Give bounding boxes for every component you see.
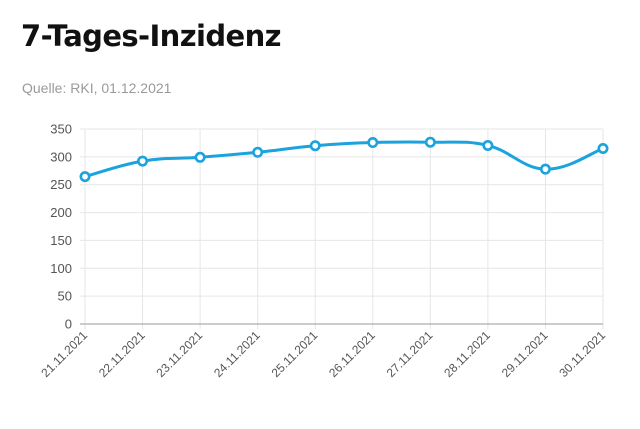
x-tick-label: 22.11.2021 [96, 328, 148, 380]
x-tick-label: 24.11.2021 [211, 328, 263, 380]
data-point[interactable] [424, 136, 436, 148]
y-tick-labels: 0 50 100 150 200 250 300 350 [50, 122, 72, 332]
data-point[interactable] [482, 139, 494, 151]
y-tick-label: 100 [50, 261, 72, 276]
data-point[interactable] [309, 140, 321, 152]
data-point[interactable] [367, 137, 379, 149]
y-tick-label: 50 [58, 289, 72, 304]
y-tick-label: 0 [65, 317, 72, 332]
data-points [79, 136, 609, 183]
data-point[interactable] [252, 146, 264, 158]
x-tick-label: 27.11.2021 [384, 328, 436, 380]
x-tick-label: 26.11.2021 [326, 328, 378, 380]
x-tick-labels: 21.11.2021 22.11.2021 23.11.2021 24.11.2021… [38, 328, 608, 380]
y-tick-label: 300 [50, 149, 72, 164]
x-tick-label: 30.11.2021 [556, 328, 608, 380]
data-point[interactable] [79, 171, 91, 183]
data-point[interactable] [597, 143, 609, 155]
x-tick-label: 29.11.2021 [499, 328, 551, 380]
y-tick-label: 250 [50, 177, 72, 192]
x-tick-label: 23.11.2021 [153, 328, 205, 380]
y-tick-label: 350 [50, 122, 72, 137]
y-tick-label: 200 [50, 205, 72, 220]
data-point[interactable] [137, 155, 149, 167]
series-line [83, 140, 605, 179]
x-tick-label: 21.11.2021 [38, 328, 90, 380]
chart-title: 7-Tages-Inzidenz [21, 19, 282, 53]
series-line-layer [83, 140, 605, 179]
chart-source-note: Quelle: RKI, 01.12.2021 [22, 80, 172, 96]
chart-axes [80, 129, 603, 325]
x-tick-label: 25.11.2021 [269, 328, 321, 380]
data-point[interactable] [194, 151, 206, 163]
x-tick-label: 28.11.2021 [441, 328, 493, 380]
data-point[interactable] [539, 163, 551, 175]
y-tick-label: 150 [50, 233, 72, 248]
